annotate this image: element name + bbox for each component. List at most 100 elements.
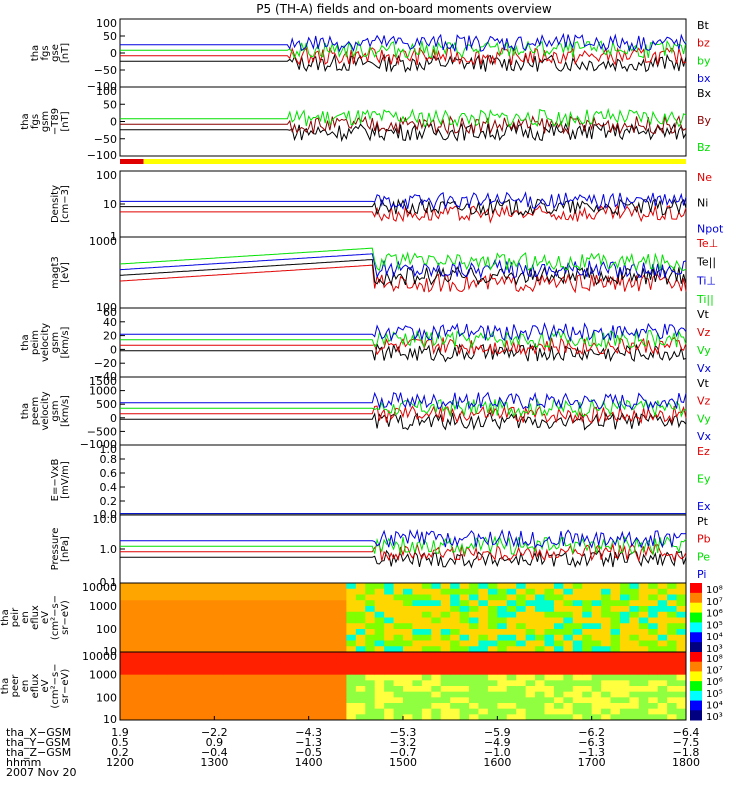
heatmap-cell [638,623,649,630]
heatmap-cell [638,640,649,647]
heatmap-cell [478,600,489,607]
heatmap-cell [233,669,244,676]
heatmap-cell [233,714,244,721]
axis-row-value: −0.7 [390,746,417,759]
heatmap-cell [195,629,206,636]
heatmap-cell [563,629,574,636]
heatmap-cell [120,606,130,613]
heatmap-cell [308,617,319,624]
heatmap-cell [440,657,451,664]
axis-row-value: −4.3 [295,726,322,739]
heatmap-cell [648,674,659,681]
heatmap-cell [280,594,291,601]
heatmap-cell [138,652,149,659]
heatmap-cell [572,611,583,618]
y-tick-label: 0.2 [100,495,118,508]
heatmap-cell [252,623,262,630]
heatmap-cell [299,617,310,624]
heatmap-cell [431,691,442,698]
heatmap-cell [167,588,178,595]
heatmap-cell [601,674,612,681]
heatmap-cell [138,646,149,653]
heatmap-cell [497,657,508,664]
heatmap-cell [374,697,385,704]
heatmap-cell [167,594,178,601]
heatmap-cell [544,583,555,590]
heatmap-cell [610,686,621,693]
colorbar-cell [690,583,702,594]
heatmap-cell [469,611,479,618]
heatmap-cell [610,697,621,704]
heatmap-cell [582,663,593,670]
heatmap-cell [327,697,338,704]
heatmap-cell [648,680,659,687]
heatmap-cell [120,583,130,590]
heatmap-cell [336,588,347,595]
heatmap-cell [657,686,668,693]
heatmap-cell [403,646,413,653]
heatmap-cell [459,708,470,715]
heatmap-cell [601,657,612,664]
heatmap-cell [610,669,621,676]
heatmap-cell [365,617,376,624]
heatmap-cell [478,640,489,647]
heatmap-cell [120,686,130,693]
heatmap-cell [261,600,272,607]
heatmap-cell [629,646,640,653]
heatmap-cell [186,629,196,636]
heatmap-cell [450,617,461,624]
heatmap-cell [308,629,319,636]
heatmap-cell [450,686,461,693]
y-axis-label: eV [40,679,51,692]
heatmap-cell [214,640,225,647]
heatmap-cell [214,697,225,704]
panel-frame [119,376,687,446]
heatmap-cell [497,674,508,681]
heatmap-cell [186,640,196,647]
heatmap-cell [233,611,244,618]
heatmap-cell [619,714,630,721]
heatmap-cell [535,594,545,601]
heatmap-cell [610,663,621,670]
legend-label: Vy [697,344,711,357]
heatmap-cell [440,617,451,624]
heatmap-cell [450,652,461,659]
heatmap-cell [667,594,678,601]
heatmap-cell [667,697,678,704]
heatmap-cell [563,674,574,681]
heatmap-cell [431,703,442,710]
heatmap-cell [535,697,545,704]
heatmap-cell [138,703,149,710]
heatmap-cell [535,600,545,607]
heatmap-cell [591,640,602,647]
heatmap-cell [280,600,291,607]
heatmap-cell [242,646,253,653]
heatmap-cell [582,652,593,659]
heatmap-cell [355,646,366,653]
heatmap-cell [261,646,272,653]
heatmap-cell [638,680,649,687]
heatmap-cell [601,708,612,715]
heatmap-cell [261,714,272,721]
heatmap-cell [610,629,621,636]
heatmap-cell [572,617,583,624]
heatmap-cell [497,691,508,698]
heatmap-cell [384,680,395,687]
heatmap-cell [657,680,668,687]
heatmap-cell [138,686,149,693]
trace-Vz [120,405,687,425]
heatmap-cell [478,703,489,710]
heatmap-cell [403,588,413,595]
heatmap-cell [601,600,612,607]
heatmap-cell [157,686,168,693]
heatmap-cell [610,583,621,590]
heatmap-cell [572,686,583,693]
heatmap-cell [648,708,659,715]
heatmap-cell [516,606,527,613]
heatmap-cell [506,611,517,618]
heatmap-cell [195,708,206,715]
heatmap-cell [186,691,196,698]
heatmap-cell [412,606,423,613]
heatmap-cell [535,691,545,698]
heatmap-cell [129,680,140,687]
